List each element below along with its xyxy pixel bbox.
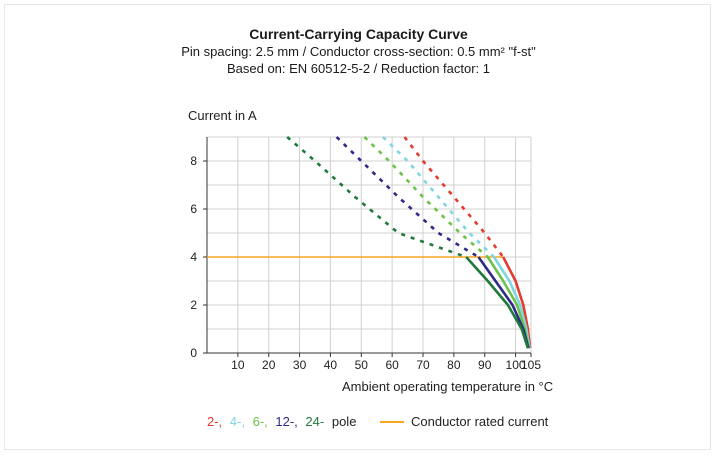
chart-title-block: Current-Carrying Capacity Curve Pin spac… [0, 26, 717, 77]
x-tick-label: 90 [478, 358, 492, 372]
x-tick-label: 100 [506, 358, 526, 372]
series-dashed-6 [363, 136, 489, 258]
chart-subtitle-2: Based on: EN 60512-5-2 / Reduction facto… [226, 61, 491, 76]
y-tick-label: 8 [190, 154, 197, 168]
x-tick-label: 30 [293, 358, 307, 372]
x-tick-label: 70 [416, 358, 430, 372]
legend-pole-6: 6-, [253, 414, 268, 429]
series-solid-24 [465, 256, 530, 349]
y-tick-label: 6 [190, 202, 197, 216]
legend-pole-24: 24- [305, 414, 324, 429]
x-tick-label: 60 [385, 358, 399, 372]
chart-title: Current-Carrying Capacity Curve [249, 26, 468, 42]
x-tick-label: 10 [231, 358, 245, 372]
series-dashed-4 [381, 136, 495, 258]
x-tick-label: 105 [521, 358, 541, 372]
chart-frame [4, 4, 711, 450]
legend-pole-suffix: pole [332, 414, 357, 429]
legend-pole-2: 2-, [207, 414, 222, 429]
y-tick-label: 2 [190, 298, 197, 312]
legend: 2-, 4-, 6-, 12-, 24- pole Conductor rate… [207, 414, 549, 429]
legend-pole-4: 4-, [230, 414, 245, 429]
x-tick-label: 50 [355, 358, 369, 372]
series-layer [286, 136, 532, 349]
x-tick-label: 20 [262, 358, 276, 372]
y-axis-label: Current in A [188, 108, 257, 123]
y-tick-label: 4 [190, 250, 197, 264]
chart-subtitle-1: Pin spacing: 2.5 mm / Conductor cross-se… [181, 44, 536, 59]
axes [206, 137, 531, 354]
legend-pole-12: 12-, [275, 414, 297, 429]
y-tick-label: 0 [190, 346, 197, 360]
x-tick-label: 80 [447, 358, 461, 372]
grid [207, 136, 532, 353]
series-dashed-2 [403, 136, 505, 258]
x-axis-label: Ambient operating temperature in °C [342, 379, 553, 394]
series-dashed-24 [286, 136, 467, 259]
legend-rated-label: Conductor rated current [411, 414, 549, 429]
legend-pole-text: 2-, 4-, 6-, 12-, 24- pole [207, 414, 356, 429]
x-tick-label: 40 [324, 358, 338, 372]
series-dashed-12 [335, 136, 480, 259]
